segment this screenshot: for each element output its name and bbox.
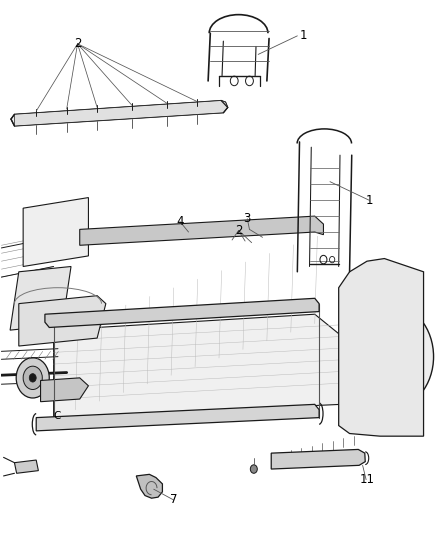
Circle shape	[23, 366, 42, 390]
Polygon shape	[11, 101, 228, 126]
Polygon shape	[80, 216, 323, 245]
Text: 1: 1	[365, 193, 373, 207]
Circle shape	[348, 305, 434, 409]
Text: 1: 1	[300, 29, 307, 42]
Polygon shape	[45, 298, 319, 327]
Text: 3: 3	[244, 212, 251, 225]
Circle shape	[29, 374, 36, 382]
Circle shape	[361, 320, 420, 393]
Text: C: C	[53, 411, 61, 421]
Polygon shape	[14, 460, 39, 473]
Polygon shape	[36, 405, 319, 431]
Polygon shape	[10, 266, 71, 330]
Text: 11: 11	[360, 473, 374, 486]
Text: 2: 2	[235, 224, 242, 237]
Polygon shape	[136, 474, 162, 498]
Polygon shape	[19, 296, 106, 346]
Text: 7: 7	[170, 494, 177, 506]
Polygon shape	[339, 259, 424, 436]
Polygon shape	[41, 378, 88, 402]
Polygon shape	[23, 198, 88, 266]
Circle shape	[380, 343, 402, 370]
Circle shape	[251, 465, 257, 473]
Polygon shape	[53, 314, 341, 418]
Circle shape	[16, 358, 49, 398]
Text: 2: 2	[74, 37, 81, 50]
Text: 4: 4	[176, 215, 184, 228]
Polygon shape	[271, 449, 365, 469]
Polygon shape	[14, 101, 228, 126]
